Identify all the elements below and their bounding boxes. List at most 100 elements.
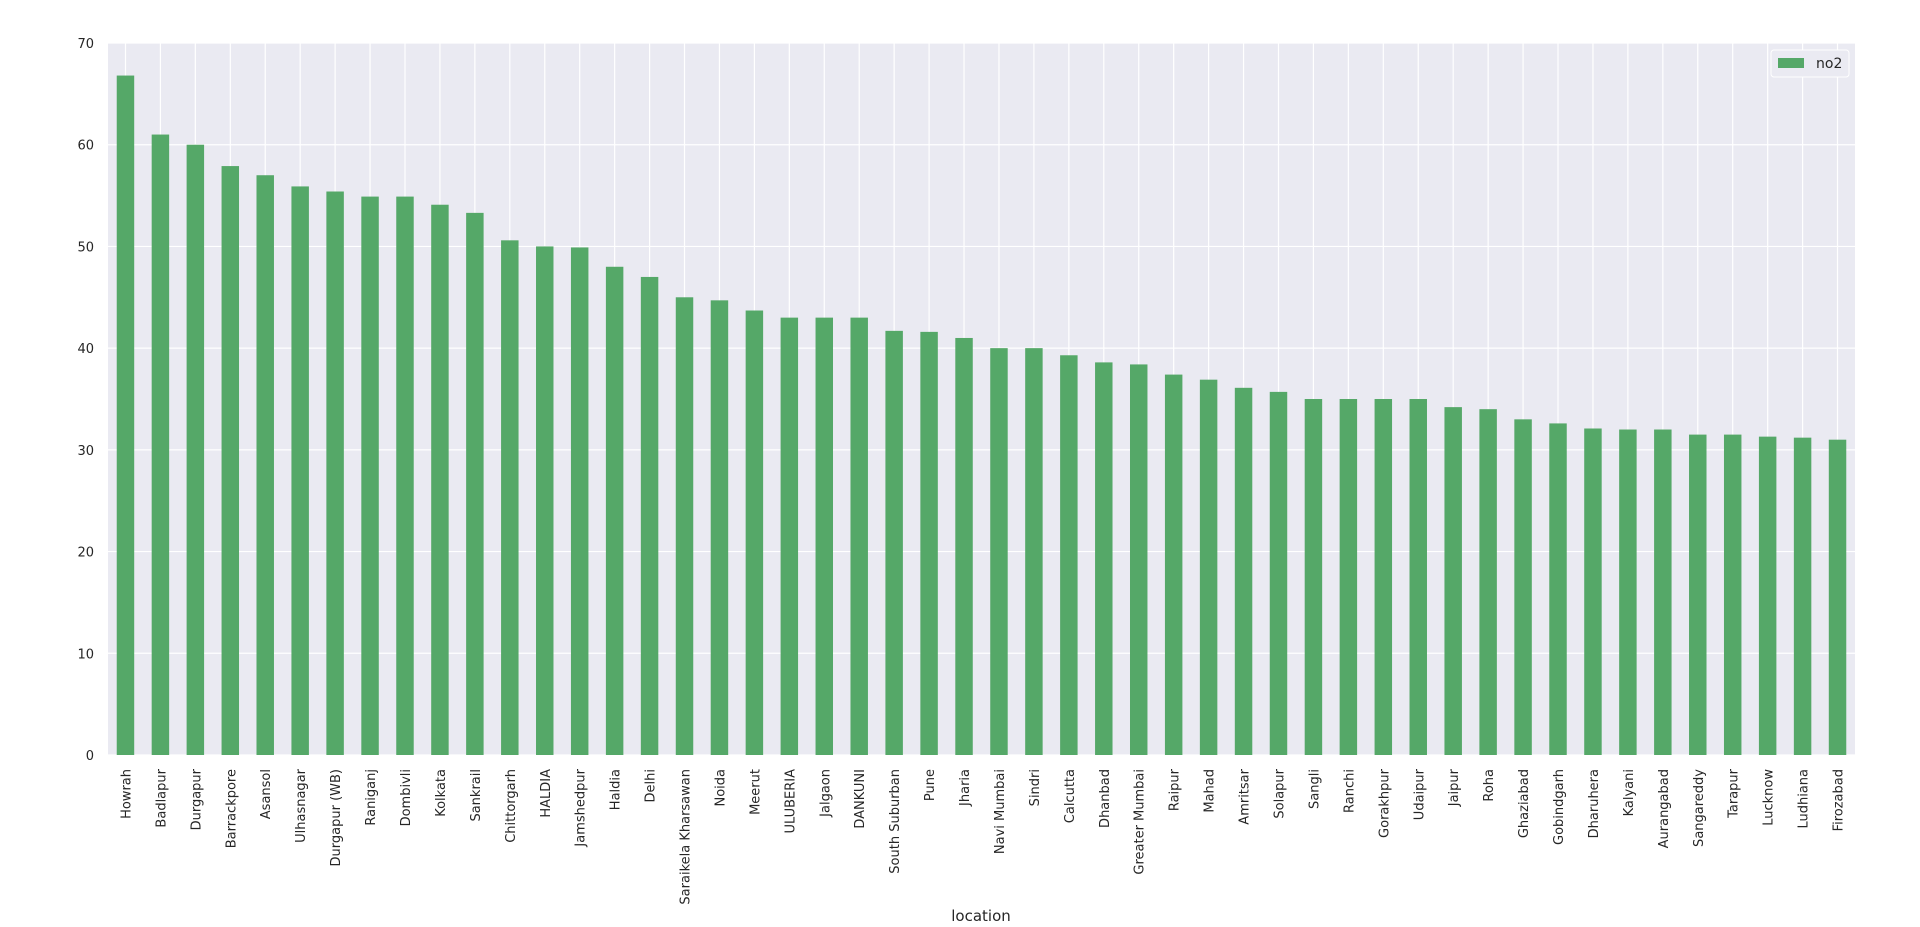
- y-tick-label: 50: [77, 240, 94, 255]
- bar-howrah: [116, 75, 135, 755]
- x-tick-label: Lucknow: [1762, 769, 1777, 826]
- bar-noida: [710, 300, 729, 755]
- bar-kolkata: [431, 204, 449, 755]
- bar-mahad: [1199, 379, 1218, 755]
- x-tick-label: ULUBERIA: [783, 769, 798, 834]
- x-axis-title: location: [951, 907, 1011, 925]
- bar-barrackpore: [221, 166, 240, 755]
- x-tick-label: Jaipur: [1447, 768, 1462, 807]
- bar-pune: [920, 331, 938, 755]
- x-tick-label: Dharuhera: [1587, 769, 1602, 838]
- bar-jalgaon: [815, 317, 834, 755]
- bar-chittorgarh: [501, 240, 519, 756]
- y-tick-label: 70: [77, 37, 94, 52]
- bar-durgapur: [186, 144, 205, 755]
- bar-ranchi: [1339, 399, 1358, 755]
- bar-haldia: [605, 266, 624, 755]
- legend-swatch-no2: [1778, 58, 1804, 68]
- y-axis-ticks: 0 10 20 30 40 50 60 70: [77, 37, 94, 764]
- bar-sangli: [1304, 399, 1323, 755]
- x-tick-label: Greater Mumbai: [1133, 769, 1148, 875]
- bar-firozabad: [1828, 439, 1847, 755]
- bar-raniganj: [361, 196, 379, 756]
- bar-navi-mumbai: [990, 348, 1008, 755]
- x-tick-label: Tarapur: [1727, 768, 1742, 819]
- bar-jharia: [955, 337, 973, 755]
- x-tick-label: Ludhiana: [1797, 769, 1812, 829]
- x-tick-label: Durgapur (WB): [329, 769, 344, 866]
- bar-ghaziabad: [1514, 419, 1532, 755]
- legend-label-no2: no2: [1816, 56, 1842, 72]
- x-tick-label: Roha: [1482, 769, 1497, 802]
- x-tick-label: Badlapur: [154, 768, 169, 827]
- bar-solapur: [1269, 391, 1288, 755]
- x-tick-label: Meerut: [748, 769, 763, 815]
- x-tick-label: Mahad: [1203, 769, 1218, 813]
- x-tick-label: Udaipur: [1412, 768, 1427, 820]
- legend-box: [1770, 49, 1850, 78]
- x-tick-label: Chittorgarh: [504, 769, 519, 843]
- x-tick-label: Jharia: [958, 769, 973, 807]
- bars-group: [116, 75, 1847, 756]
- bar-sindri: [1025, 348, 1043, 755]
- bar-haldia: [536, 246, 554, 755]
- x-tick-label: Ghaziabad: [1517, 769, 1532, 838]
- bar-durgapur-wb: [326, 191, 344, 755]
- bar-calcutta: [1060, 355, 1078, 755]
- x-tick-label: Delhi: [644, 769, 659, 802]
- x-tick-label: Raniganj: [364, 769, 379, 826]
- x-tick-label: Haldia: [609, 769, 624, 810]
- y-tick-label: 0: [86, 749, 94, 764]
- bar-udaipur: [1409, 399, 1427, 755]
- x-tick-label: Ranchi: [1342, 769, 1357, 813]
- x-tick-label: DANKUNI: [853, 769, 868, 829]
- x-tick-label: Solapur: [1272, 768, 1287, 818]
- bar-lucknow: [1758, 436, 1777, 755]
- x-tick-label: Pune: [923, 769, 938, 801]
- bar-jamshedpur: [570, 247, 589, 755]
- y-tick-label: 30: [77, 444, 94, 459]
- y-tick-label: 40: [77, 342, 94, 357]
- bar-raipur: [1164, 374, 1183, 755]
- x-tick-label: Kalyani: [1622, 769, 1637, 816]
- x-tick-label: Amritsar: [1238, 768, 1253, 824]
- x-tick-label: Sangareddy: [1692, 769, 1707, 847]
- x-tick-label: Sankrail: [469, 769, 484, 822]
- x-tick-label: Aurangabad: [1657, 769, 1672, 848]
- legend: no2: [1770, 49, 1850, 78]
- x-tick-label: Sangli: [1307, 769, 1322, 809]
- x-tick-label: Ulhasnagar: [294, 768, 309, 843]
- bar-asansol: [256, 175, 274, 755]
- y-tick-label: 20: [77, 546, 94, 561]
- x-tick-label: Calcutta: [1063, 769, 1078, 823]
- x-tick-label: Noida: [713, 769, 728, 807]
- bar-sangareddy: [1689, 434, 1707, 755]
- x-tick-label: Gobindgarh: [1552, 769, 1567, 845]
- x-tick-label: Firozabad: [1832, 769, 1847, 831]
- bar-amritsar: [1234, 387, 1253, 755]
- x-tick-label: Raipur: [1168, 768, 1183, 811]
- x-tick-label: Navi Mumbai: [993, 769, 1008, 854]
- x-tick-label: HALDIA: [539, 769, 554, 818]
- bar-ulhasnagar: [291, 186, 309, 756]
- bar-delhi: [640, 276, 659, 755]
- bar-ludhiana: [1793, 437, 1812, 755]
- x-tick-label: Dombivli: [399, 769, 414, 826]
- bar-gorakhpur: [1374, 399, 1393, 755]
- bar-sankrail: [466, 212, 484, 755]
- x-tick-label: Gorakhpur: [1377, 768, 1392, 838]
- bar-gobindgarh: [1549, 423, 1567, 755]
- x-tick-label: Asansol: [259, 769, 274, 819]
- bar-dharuhera: [1584, 428, 1602, 755]
- y-tick-label: 60: [77, 139, 94, 154]
- bar-kalyani: [1619, 429, 1637, 755]
- x-tick-label: Dhanbad: [1098, 769, 1113, 828]
- bar-roha: [1479, 409, 1497, 755]
- bar-greater-mumbai: [1129, 364, 1148, 755]
- x-tick-label: Jalgaon: [818, 769, 833, 818]
- bar-meerut: [745, 310, 764, 755]
- bar-south-suburban: [885, 330, 903, 755]
- bar-tarapur: [1723, 434, 1742, 755]
- x-tick-label: Howrah: [119, 769, 134, 819]
